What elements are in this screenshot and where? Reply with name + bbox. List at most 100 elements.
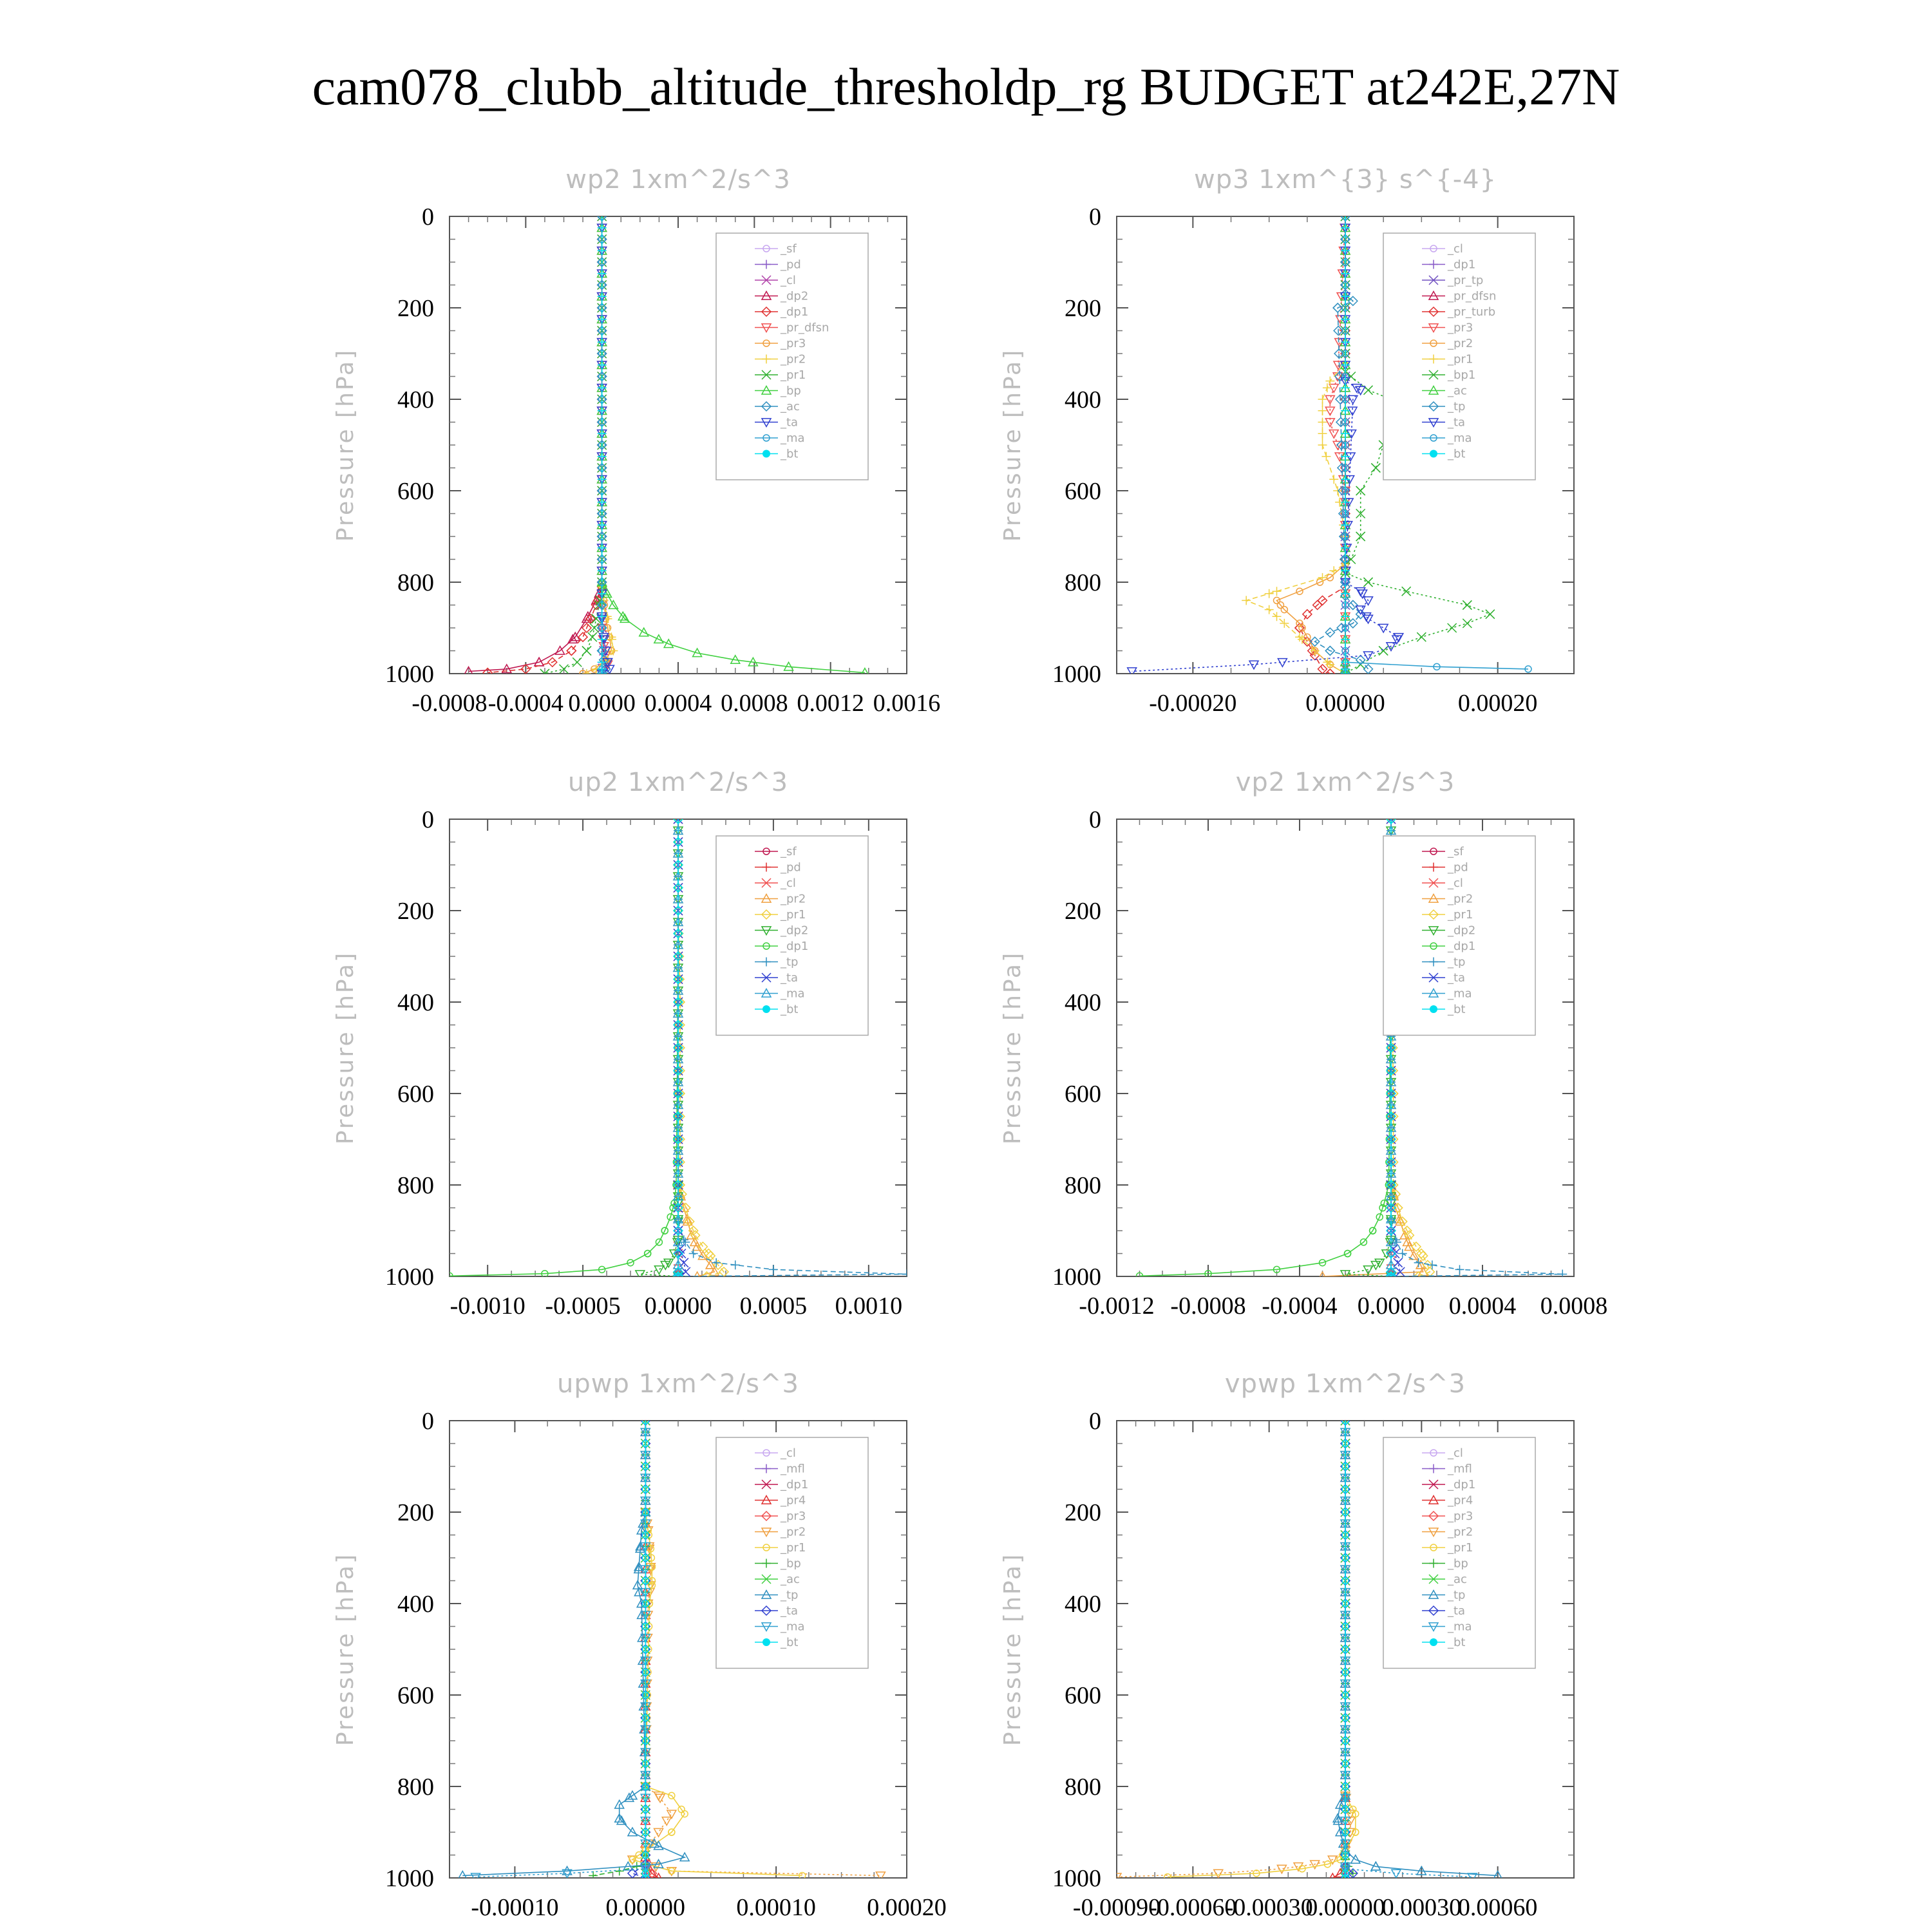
data-point: [663, 638, 674, 649]
data-point: [572, 657, 582, 667]
data-point: [1264, 605, 1274, 614]
legend-marker: [1428, 926, 1439, 936]
data-point: [1393, 1258, 1403, 1268]
series-marker: [641, 1439, 650, 1448]
series-marker: [672, 1076, 684, 1086]
series-marker: [1341, 1577, 1349, 1585]
legend-label: _pr3: [1447, 1510, 1473, 1523]
data-point: [582, 645, 592, 656]
legend-marker: [762, 942, 770, 950]
series-marker: [1340, 1421, 1350, 1426]
data-point: [718, 1266, 730, 1276]
legend-marker: [762, 450, 770, 458]
series-marker: [641, 1805, 650, 1814]
data-point: [554, 645, 565, 655]
series-marker: [1333, 325, 1344, 336]
data-point: [598, 1265, 606, 1274]
legend-label: _pr2: [1447, 893, 1473, 906]
x-tick-label: 0.0012: [797, 690, 864, 717]
series-marker: [581, 622, 592, 634]
legend-marker: [761, 893, 772, 903]
data-point: [1325, 376, 1335, 386]
data-point: [672, 1266, 684, 1276]
series-marker: [1341, 1554, 1349, 1562]
data-point: [1408, 1250, 1419, 1260]
legend-label: _pr2: [780, 1526, 806, 1539]
data-point: [653, 1791, 664, 1801]
legend-box: [1383, 835, 1536, 1036]
x-tick-label: -0.0004: [1262, 1293, 1337, 1320]
legend-label: _pr1: [1447, 353, 1473, 366]
legend-marker: [1428, 306, 1439, 317]
series-marker: [1341, 441, 1349, 449]
legend-marker: [1430, 1449, 1437, 1457]
data-point: [482, 667, 493, 674]
series-marker: [617, 611, 629, 621]
series-marker: [1329, 566, 1339, 576]
series-marker: [1321, 451, 1331, 461]
series-marker: [597, 246, 607, 256]
data-point: [1416, 632, 1426, 642]
data-point: [730, 654, 741, 665]
legend-marker: [1428, 1574, 1439, 1584]
data-point: [1334, 1799, 1346, 1809]
data-point: [627, 1826, 638, 1837]
data-point: [1355, 587, 1366, 597]
series-marker: [641, 1554, 650, 1562]
data-point: [1462, 618, 1472, 629]
legend-label: _dp1: [1447, 258, 1475, 272]
data-point: [1325, 395, 1336, 405]
y-tick-label: 200: [397, 295, 434, 322]
legend-label: _pr2: [1447, 337, 1473, 350]
legend-marker: [1428, 401, 1439, 412]
chart-title: upwp 1xm^2/s^3: [557, 1369, 799, 1399]
series-marker: [597, 383, 607, 393]
data-point: [672, 1271, 684, 1276]
series-marker: [638, 1701, 649, 1711]
legend-marker: [762, 862, 771, 872]
legend-marker: [1428, 384, 1439, 395]
data-point: [614, 1799, 625, 1809]
chart-panel-3: up2 1xm^2/s^3 Pressure [hPa] 0 200 400 600 800…: [332, 768, 907, 1320]
series-line-tp: [677, 819, 907, 1276]
legend-label: _tp: [1447, 956, 1465, 969]
data-point: [541, 1269, 549, 1276]
series-marker: [1385, 1157, 1397, 1168]
data-point: [1347, 600, 1358, 611]
series-marker: [597, 429, 607, 439]
series-marker: [672, 1248, 684, 1259]
series-marker: [641, 1485, 650, 1493]
legend-label: _tp: [780, 956, 798, 969]
series-marker: [1341, 1805, 1349, 1814]
series-marker: [1276, 601, 1285, 609]
data-point: [1417, 1250, 1428, 1262]
legend-label: _ma: [1447, 987, 1472, 1001]
series-marker: [1272, 612, 1282, 621]
legend-marker: [1430, 848, 1437, 855]
x-tick-label: 0.00000: [1305, 1894, 1385, 1921]
legend-marker: [761, 323, 772, 334]
legend-marker: [761, 306, 772, 317]
data-point: [668, 1828, 676, 1836]
legend-label: _ac: [1447, 384, 1467, 398]
data-point: [614, 1813, 625, 1823]
data-point: [1242, 596, 1251, 605]
legend-marker: [1428, 1479, 1439, 1490]
data-point: [1317, 595, 1328, 606]
data-point: [1390, 1869, 1402, 1878]
data-point: [1355, 386, 1366, 396]
legend-label: _dp2: [1447, 924, 1475, 938]
legend: _cl _dp1 _pr_tp _pr_dfsn _pr_turb _pr3 _pr2 _pr…: [1383, 232, 1536, 480]
legend-label: _mfl: [1447, 1463, 1472, 1476]
data-point: [1388, 1271, 1394, 1276]
series-marker: [644, 1668, 652, 1676]
series-marker: [1341, 1668, 1349, 1676]
x-tick-label: -0.0010: [450, 1293, 526, 1320]
data-point: [666, 1810, 677, 1820]
x-tick-label: 0.0008: [721, 690, 788, 717]
y-tick-label: 600: [397, 1682, 434, 1709]
legend-label: _ac: [1447, 1573, 1467, 1586]
legend-label: _ta: [1447, 416, 1465, 430]
y-tick-label: 0: [1089, 204, 1101, 231]
data-point: [1164, 1873, 1171, 1878]
